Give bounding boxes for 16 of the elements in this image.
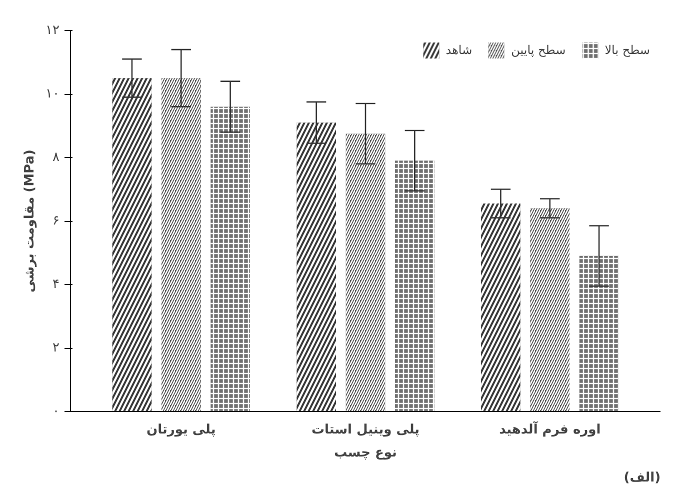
y-tick-label: ۶ <box>52 214 60 228</box>
y-tick-label: ۱۲ <box>46 23 60 38</box>
text: (الف) <box>624 470 661 486</box>
y-tick-label: ۴ <box>52 277 60 292</box>
x-axis-title: نوع چسب <box>334 446 397 460</box>
legend-label: سطح بالا <box>604 43 650 57</box>
x-tick-label: پلی یورتان <box>146 422 216 438</box>
legend-label: شاهد <box>446 43 472 57</box>
y-tick-label: ۱۰ <box>46 86 60 102</box>
legend-label: سطح پایین <box>511 43 566 57</box>
y-axis-title: مقاومت برشی (MPa) <box>22 150 38 292</box>
x-tick-label: اوره فرم آلدهید <box>499 420 601 438</box>
y-tick-label: ۲ <box>52 340 60 356</box>
y-tick-label: ۰ <box>52 404 60 419</box>
x-tick-label: پلی وینیل استات <box>311 422 420 438</box>
y-tick-label: ۸ <box>52 150 60 165</box>
